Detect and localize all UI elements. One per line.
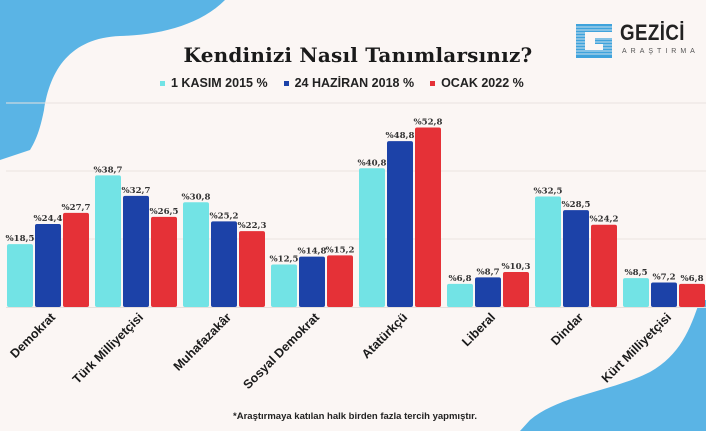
bar-5-1 [475, 277, 501, 307]
x-tick-label: Atatürkçü [359, 310, 410, 361]
data-label: %6,8 [448, 274, 471, 284]
data-label: %15,2 [325, 245, 354, 255]
bar-0-0 [7, 244, 33, 307]
data-label: %18,5 [5, 234, 34, 244]
data-label: %32,7 [121, 186, 150, 196]
data-label: %40,8 [357, 158, 386, 168]
x-tick-label: Türk Milliyetçisi [70, 310, 146, 386]
data-label: %6,8 [680, 274, 703, 284]
logo-subtitle: ARAŞTIRMA [622, 48, 699, 55]
bar-2-1 [211, 221, 237, 307]
bar-0-2 [63, 212, 89, 307]
data-labels: %18,5 %24,4%27,7 %38,7 %32,7 %26,5%30,8 %25,2… [5, 117, 703, 283]
data-label: %28,5 [561, 200, 590, 210]
bar-4-0 [359, 168, 385, 307]
data-label: %30,8 [181, 192, 210, 202]
bar-4-1 [387, 141, 413, 307]
bar-1-0 [95, 175, 121, 307]
gridlines [6, 170, 706, 308]
bar-6-1 [563, 210, 589, 307]
bar-2-2 [239, 231, 265, 307]
chart-title: Kendinizi Nasıl Tanımlarsınız? [183, 43, 533, 67]
legend-item-2018: 24 HAZİRAN 2018 % [283, 76, 415, 90]
bar-3-1 [299, 256, 325, 307]
data-label: %12,5 [269, 255, 298, 265]
data-label: %25,2 [209, 211, 238, 221]
legend-label-2022: OCAK 2022 % [441, 76, 524, 90]
bottom-right-blob [520, 300, 706, 431]
bar-5-0 [447, 283, 473, 307]
data-label: %32,5 [533, 187, 562, 197]
bar-2-0 [183, 202, 209, 307]
bar-3-2 [327, 255, 353, 307]
bar-3-0 [271, 264, 297, 307]
x-tick-label: Liberal [459, 310, 498, 349]
data-label: %10,3 [501, 262, 530, 272]
data-label: %52,8 [413, 117, 442, 127]
bar-6-0 [535, 196, 561, 307]
data-label: %38,7 [93, 165, 122, 175]
data-label: %24,2 [589, 215, 618, 225]
legend-swatch-2022 [430, 80, 436, 86]
legend-item-2015: 1 KASIM 2015 % [160, 76, 268, 90]
data-label: %24,4 [33, 214, 62, 224]
footnote: *Araştırmaya katılan halk birden fazla t… [233, 411, 477, 422]
bar-7-0 [623, 278, 649, 307]
data-label: %48,8 [385, 131, 414, 141]
bar-7-2 [679, 283, 705, 307]
g-letter-icon [574, 24, 614, 58]
data-label: %7,2 [652, 273, 675, 283]
bar-5-2 [503, 271, 529, 307]
bar-4-2 [415, 127, 441, 307]
data-label: %26,5 [149, 207, 178, 217]
legend-swatch-2015 [160, 80, 165, 86]
bar-7-1 [651, 282, 677, 307]
x-tick-label: Dindar [548, 310, 586, 348]
x-tick-label: Muhafazakâr [171, 310, 235, 374]
legend-label-2015: 1 KASIM 2015 % [171, 76, 268, 90]
data-label: %8,5 [624, 268, 647, 278]
logo-name: GEZİCİ [620, 20, 685, 45]
bar-0-1 [35, 224, 61, 307]
legend-swatch-2018 [283, 80, 289, 86]
legend-label-2018: 24 HAZİRAN 2018 % [294, 76, 415, 90]
bar-1-1 [123, 195, 149, 307]
x-tick-label: Demokrat [7, 310, 58, 361]
data-label: %14,8 [297, 247, 326, 257]
legend-item-2022: OCAK 2022 % [430, 76, 524, 90]
data-label: %8,7 [476, 267, 499, 277]
top-left-blob [0, 0, 225, 160]
legend: 1 KASIM 2015 % 24 HAZİRAN 2018 % OCAK 20… [160, 76, 524, 90]
x-axis-labels: Demokrat Türk Milliyetçisi Muhafazakâr Sosy… [7, 310, 674, 392]
data-label: %27,7 [61, 203, 90, 213]
gezici-logo: GEZİCİ ARAŞTIRMA [574, 20, 704, 66]
x-tick-label: Kürt Milliyetçisi [599, 310, 674, 385]
x-tick-label: Sosyal Demokrat [240, 310, 322, 392]
bars [7, 127, 705, 307]
bar-1-2 [151, 216, 177, 307]
data-label: %22,3 [237, 221, 266, 231]
bar-6-2 [591, 224, 617, 307]
